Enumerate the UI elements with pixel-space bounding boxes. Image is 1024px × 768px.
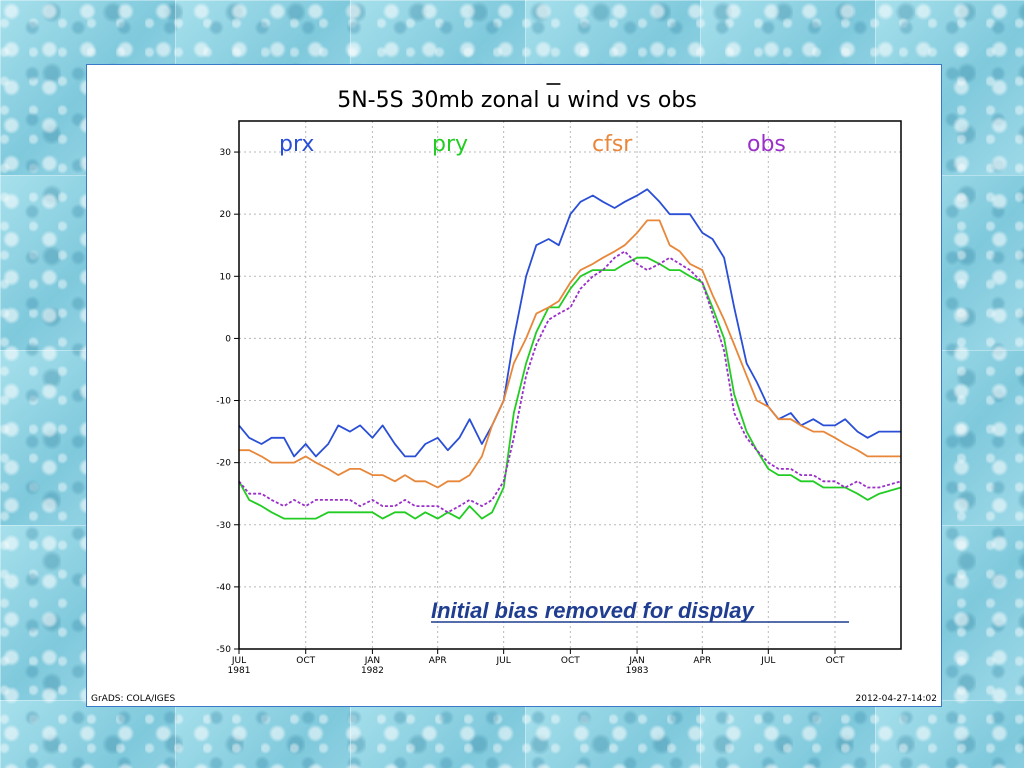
footer-right: 2012-04-27-14:02	[856, 694, 938, 704]
y-tick-label: 10	[220, 272, 232, 282]
plot-frame	[238, 120, 902, 650]
series-line-cfsr	[239, 219, 901, 489]
x-tick-label: JUL	[496, 656, 511, 666]
y-tick-label: -40	[216, 583, 231, 593]
grid	[238, 121, 901, 650]
y-axis: 30 20 10 0 -10 -20 -30 -40 -50	[216, 148, 239, 655]
legend-cfsr: cfsr	[592, 132, 633, 157]
x-tick-year-label: 1981	[228, 666, 251, 676]
x-tick-year-label: 1983	[626, 666, 649, 676]
series-line-obs	[238, 250, 902, 514]
annotation-initial-bias: Initial bias removed for display	[431, 598, 756, 623]
x-tick-label: JAN	[364, 656, 380, 666]
chart-svg: 5N-5S 30mb zonal u wind vs obs 30 20 10 0 -1…	[91, 83, 938, 704]
footer-left: GrADS: COLA/IGES	[91, 694, 175, 704]
x-tick-label: OCT	[296, 656, 315, 666]
x-tick-label: OCT	[561, 656, 580, 666]
series-lines	[238, 188, 902, 520]
y-tick-label: 30	[220, 148, 232, 158]
y-tick-label: -20	[216, 459, 231, 469]
chart-title: 5N-5S 30mb zonal u wind vs obs	[337, 88, 697, 113]
legend: prx pry cfsr obs	[279, 132, 786, 157]
legend-obs: obs	[747, 132, 786, 157]
x-tick-year-label: 1982	[361, 666, 384, 676]
x-tick-label: JUL	[760, 656, 775, 666]
y-tick-label: -30	[216, 521, 231, 531]
chart-panel: 5N-5S 30mb zonal u wind vs obs 30 20 10 0 -1…	[86, 64, 942, 707]
y-tick-label: -10	[216, 397, 231, 407]
series-line-prx	[238, 188, 901, 458]
x-tick-label: JAN	[628, 656, 644, 666]
x-tick-label: APR	[429, 656, 447, 666]
legend-pry: pry	[432, 132, 468, 157]
y-tick-label: -50	[216, 645, 231, 655]
y-tick-label: 20	[220, 210, 232, 220]
y-tick-label: 0	[225, 334, 231, 344]
x-tick-label: JUL	[231, 656, 246, 666]
legend-prx: prx	[279, 132, 314, 157]
x-tick-label: OCT	[826, 656, 845, 666]
x-tick-label: APR	[693, 656, 711, 666]
series-line-pry	[238, 256, 902, 520]
